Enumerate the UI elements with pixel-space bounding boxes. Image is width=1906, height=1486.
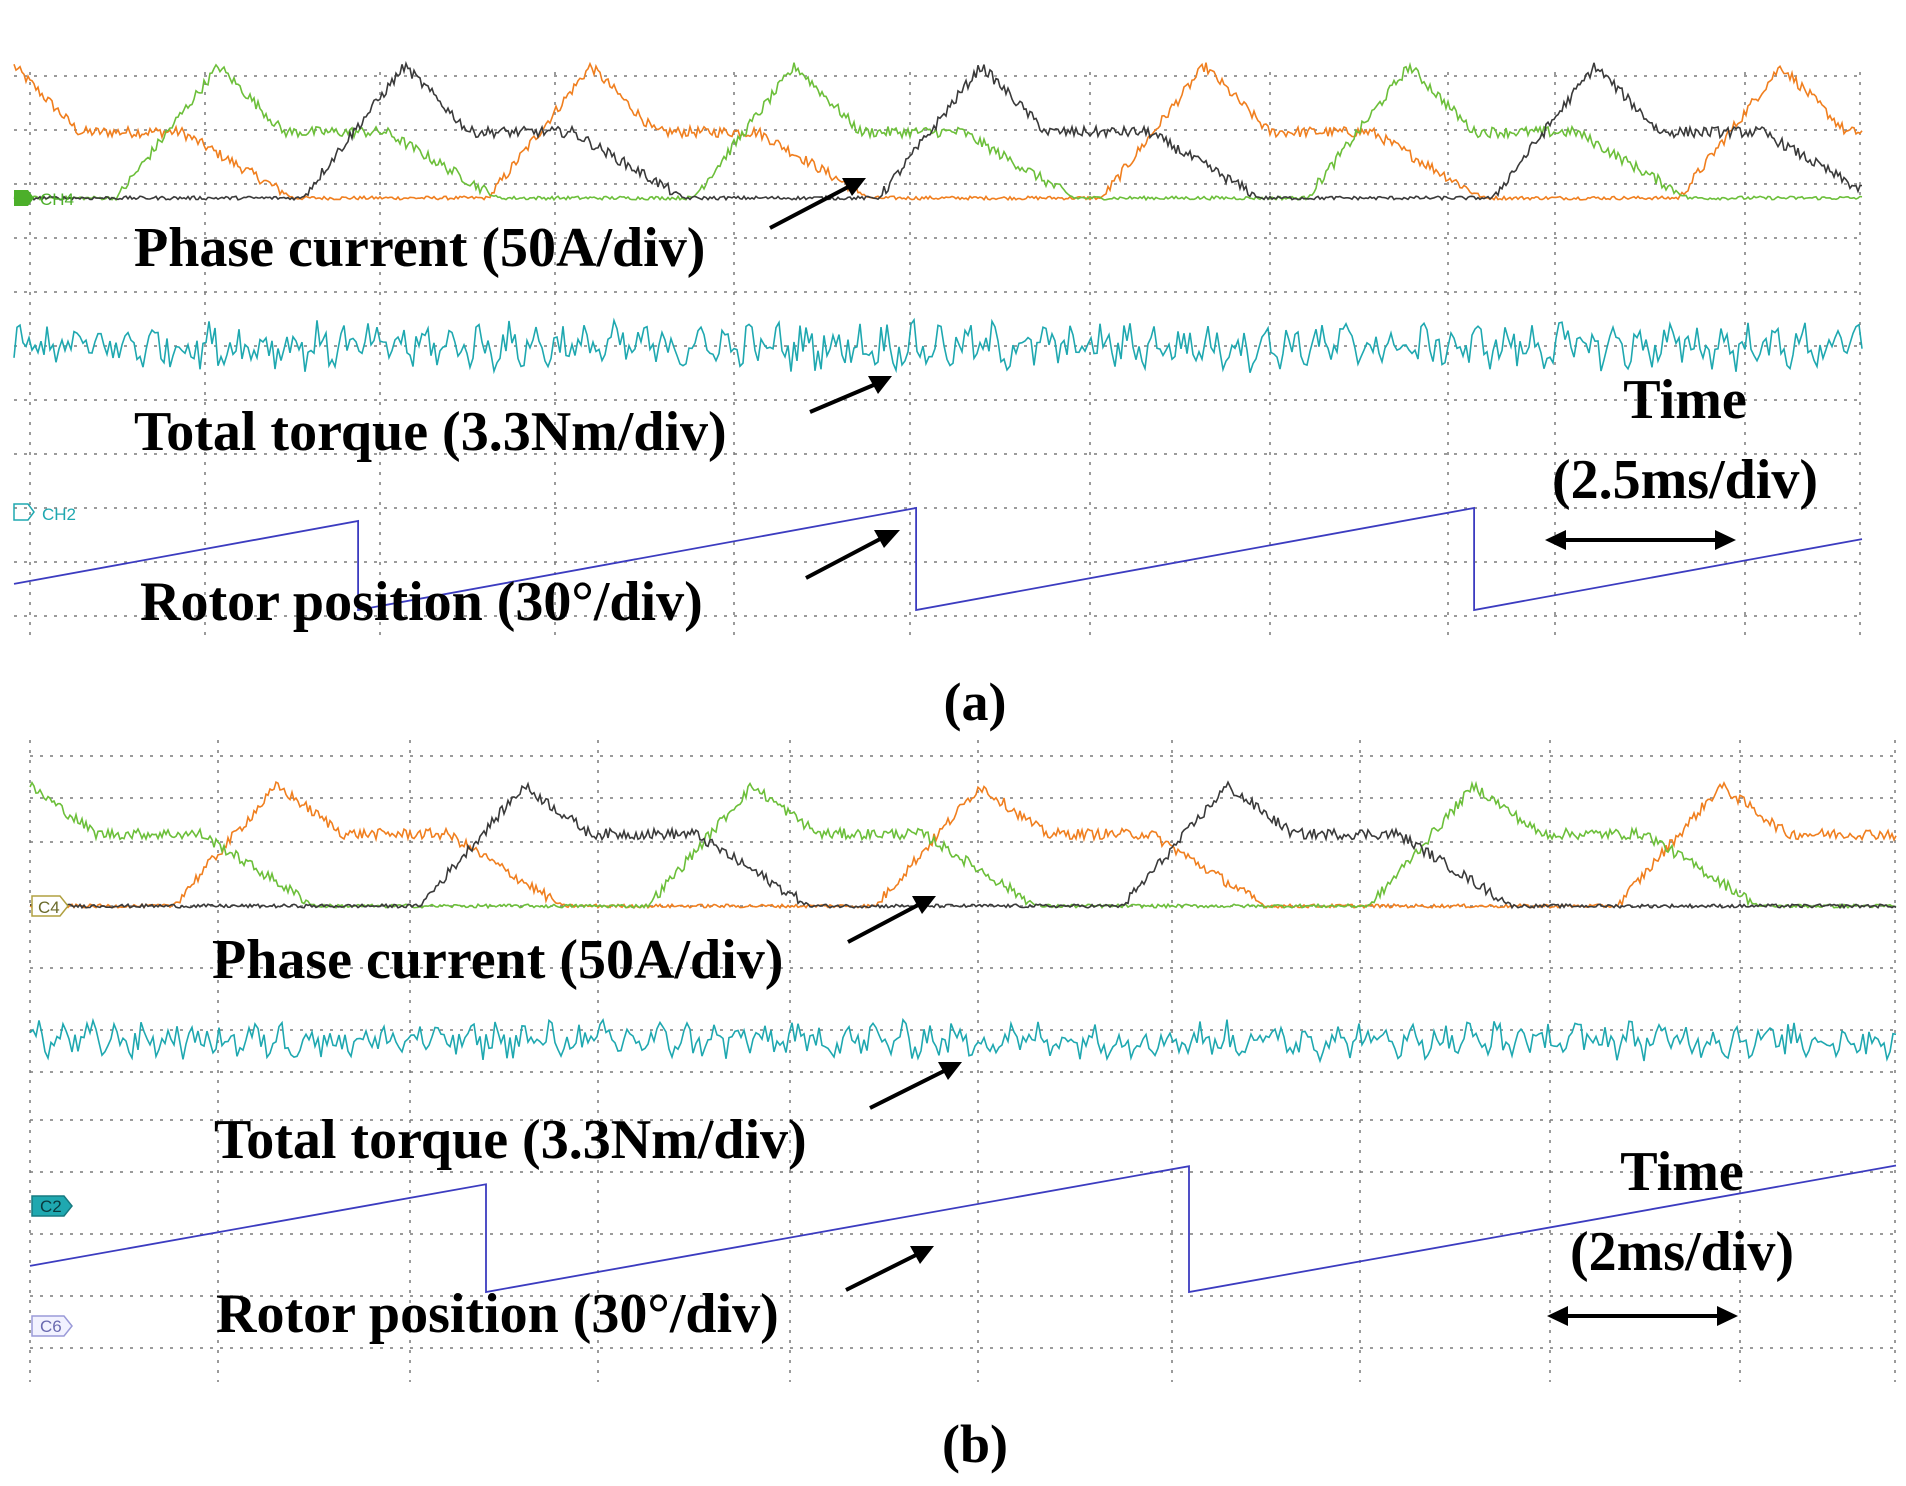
- panel-a-phase-current-A-trace: [13, 61, 1863, 202]
- panel-a-rotor-position-trace: [13, 506, 1863, 612]
- panel-a-ch2-marker: CH2: [13, 503, 76, 524]
- panel-a-time-title: Time: [1623, 369, 1746, 431]
- panel-a-phase-current-arrow: [769, 178, 866, 230]
- panel-a-phase-current-B-trace: [13, 61, 1863, 202]
- panel-a-total-torque-trace: [13, 317, 1863, 375]
- panel-b-torque-arrow: [869, 1062, 962, 1110]
- panel-b-traces: [29, 780, 1897, 1294]
- panel-b-c4-marker: C4: [31, 895, 69, 917]
- panel-b-torque-label: Total torque (3.3Nm/div): [214, 1109, 807, 1171]
- panel-b-total-torque-trace: [29, 1017, 1897, 1064]
- panel-b-label: (b): [942, 1414, 1008, 1474]
- panel-a-phase-current-C-trace: [13, 60, 1863, 202]
- panel-a-ch4-marker-text: CH4: [40, 190, 74, 209]
- panel-b: C4 C2 C6 Phase current (50A/div) Total t…: [29, 740, 1897, 1474]
- panel-b-c6-marker: C6: [31, 1315, 73, 1337]
- panel-b-phase-current-C-trace: [30, 780, 1897, 910]
- panel-b-c2-marker: C2: [31, 1195, 73, 1217]
- panel-b-time-scale-arrow[interactable]: [1547, 1306, 1738, 1326]
- panel-b-c4-marker-text: C4: [38, 898, 60, 917]
- panel-a-time-scale-arrow[interactable]: [1545, 530, 1736, 550]
- panel-b-phase-current-B-trace: [29, 780, 1897, 910]
- panel-b-rotor-position-trace: [29, 1164, 1897, 1294]
- panel-a-ch4-marker: CH4: [14, 190, 74, 209]
- panel-b-rotor-arrow: [845, 1246, 934, 1292]
- panel-b-time-title: Time: [1620, 1141, 1743, 1203]
- panel-a-rotor-label: Rotor position (30°/div): [140, 571, 703, 633]
- panel-b-phase-current-A-trace: [29, 781, 1897, 910]
- panel-a-label: (a): [944, 672, 1007, 732]
- panel-a-torque-label: Total torque (3.3Nm/div): [134, 401, 727, 463]
- panel-a-ch2-marker-text: CH2: [42, 505, 76, 524]
- panel-b-time-scale: (2ms/div): [1570, 1221, 1794, 1283]
- panel-a-traces: [13, 60, 1863, 612]
- panel-a-phase-current-label: Phase current (50A/div): [134, 217, 705, 279]
- panel-b-c6-marker-text: C6: [40, 1317, 62, 1336]
- panel-b-rotor-label: Rotor position (30°/div): [216, 1283, 779, 1345]
- panel-b-phase-current-arrow: [847, 896, 936, 944]
- panel-a-rotor-arrow: [805, 530, 900, 580]
- panel-a-grid: [14, 72, 1862, 640]
- panel-b-c2-marker-text: C2: [40, 1197, 62, 1216]
- panel-a: CH4 CH2 Phase current (50A/div) Total to…: [13, 60, 1863, 732]
- panel-a-time-scale: (2.5ms/div): [1552, 449, 1818, 511]
- panel-b-phase-current-label: Phase current (50A/div): [212, 929, 783, 991]
- panel-a-torque-arrow: [809, 376, 892, 414]
